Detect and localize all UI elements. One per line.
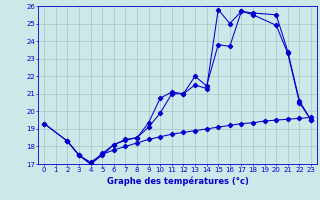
X-axis label: Graphe des températures (°c): Graphe des températures (°c) bbox=[107, 176, 249, 186]
